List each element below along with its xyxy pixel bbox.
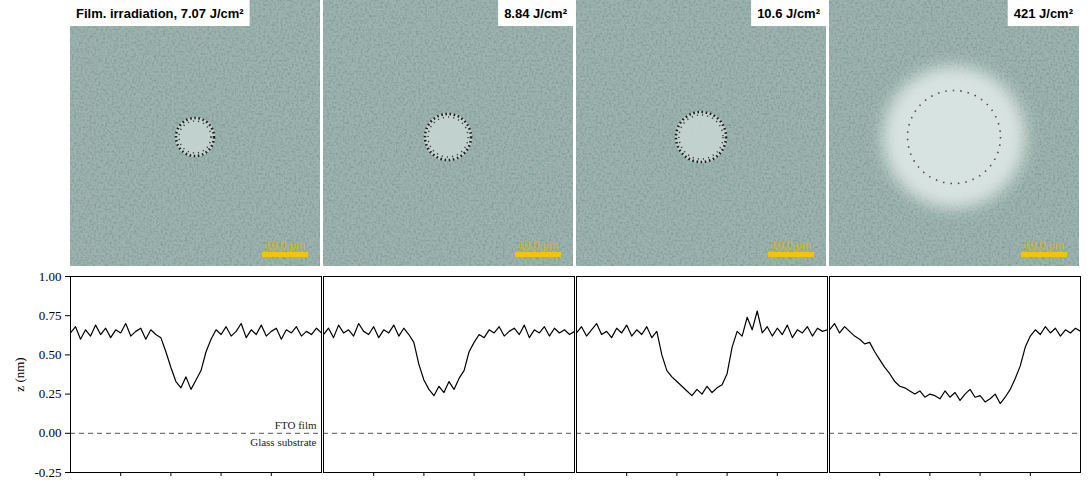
svg-text:FTO film: FTO film	[275, 419, 317, 431]
svg-text:421 J/cm²: 421 J/cm²	[1014, 6, 1074, 21]
svg-text:10.0 μm: 10.0 μm	[265, 239, 305, 251]
svg-text:10.0 μm: 10.0 μm	[518, 239, 558, 251]
svg-text:0.00: 0.00	[39, 425, 62, 440]
svg-text:Glass substrate: Glass substrate	[250, 436, 316, 448]
svg-text:0.50: 0.50	[39, 347, 62, 362]
svg-text:Film. irradiation, 7.07 J/cm²: Film. irradiation, 7.07 J/cm²	[76, 6, 244, 21]
svg-text:8.84 J/cm²: 8.84 J/cm²	[504, 6, 568, 21]
svg-text:10.6 J/cm²: 10.6 J/cm²	[757, 6, 821, 21]
svg-text:0.75: 0.75	[39, 308, 62, 323]
svg-text:-0.25: -0.25	[34, 465, 61, 480]
svg-text:0.25: 0.25	[39, 386, 62, 401]
svg-text:10.0 μm: 10.0 μm	[1024, 239, 1064, 251]
svg-text:z (nm): z (nm)	[12, 357, 27, 391]
svg-text:1.00: 1.00	[39, 270, 62, 284]
svg-text:10.0 μm: 10.0 μm	[771, 239, 811, 251]
